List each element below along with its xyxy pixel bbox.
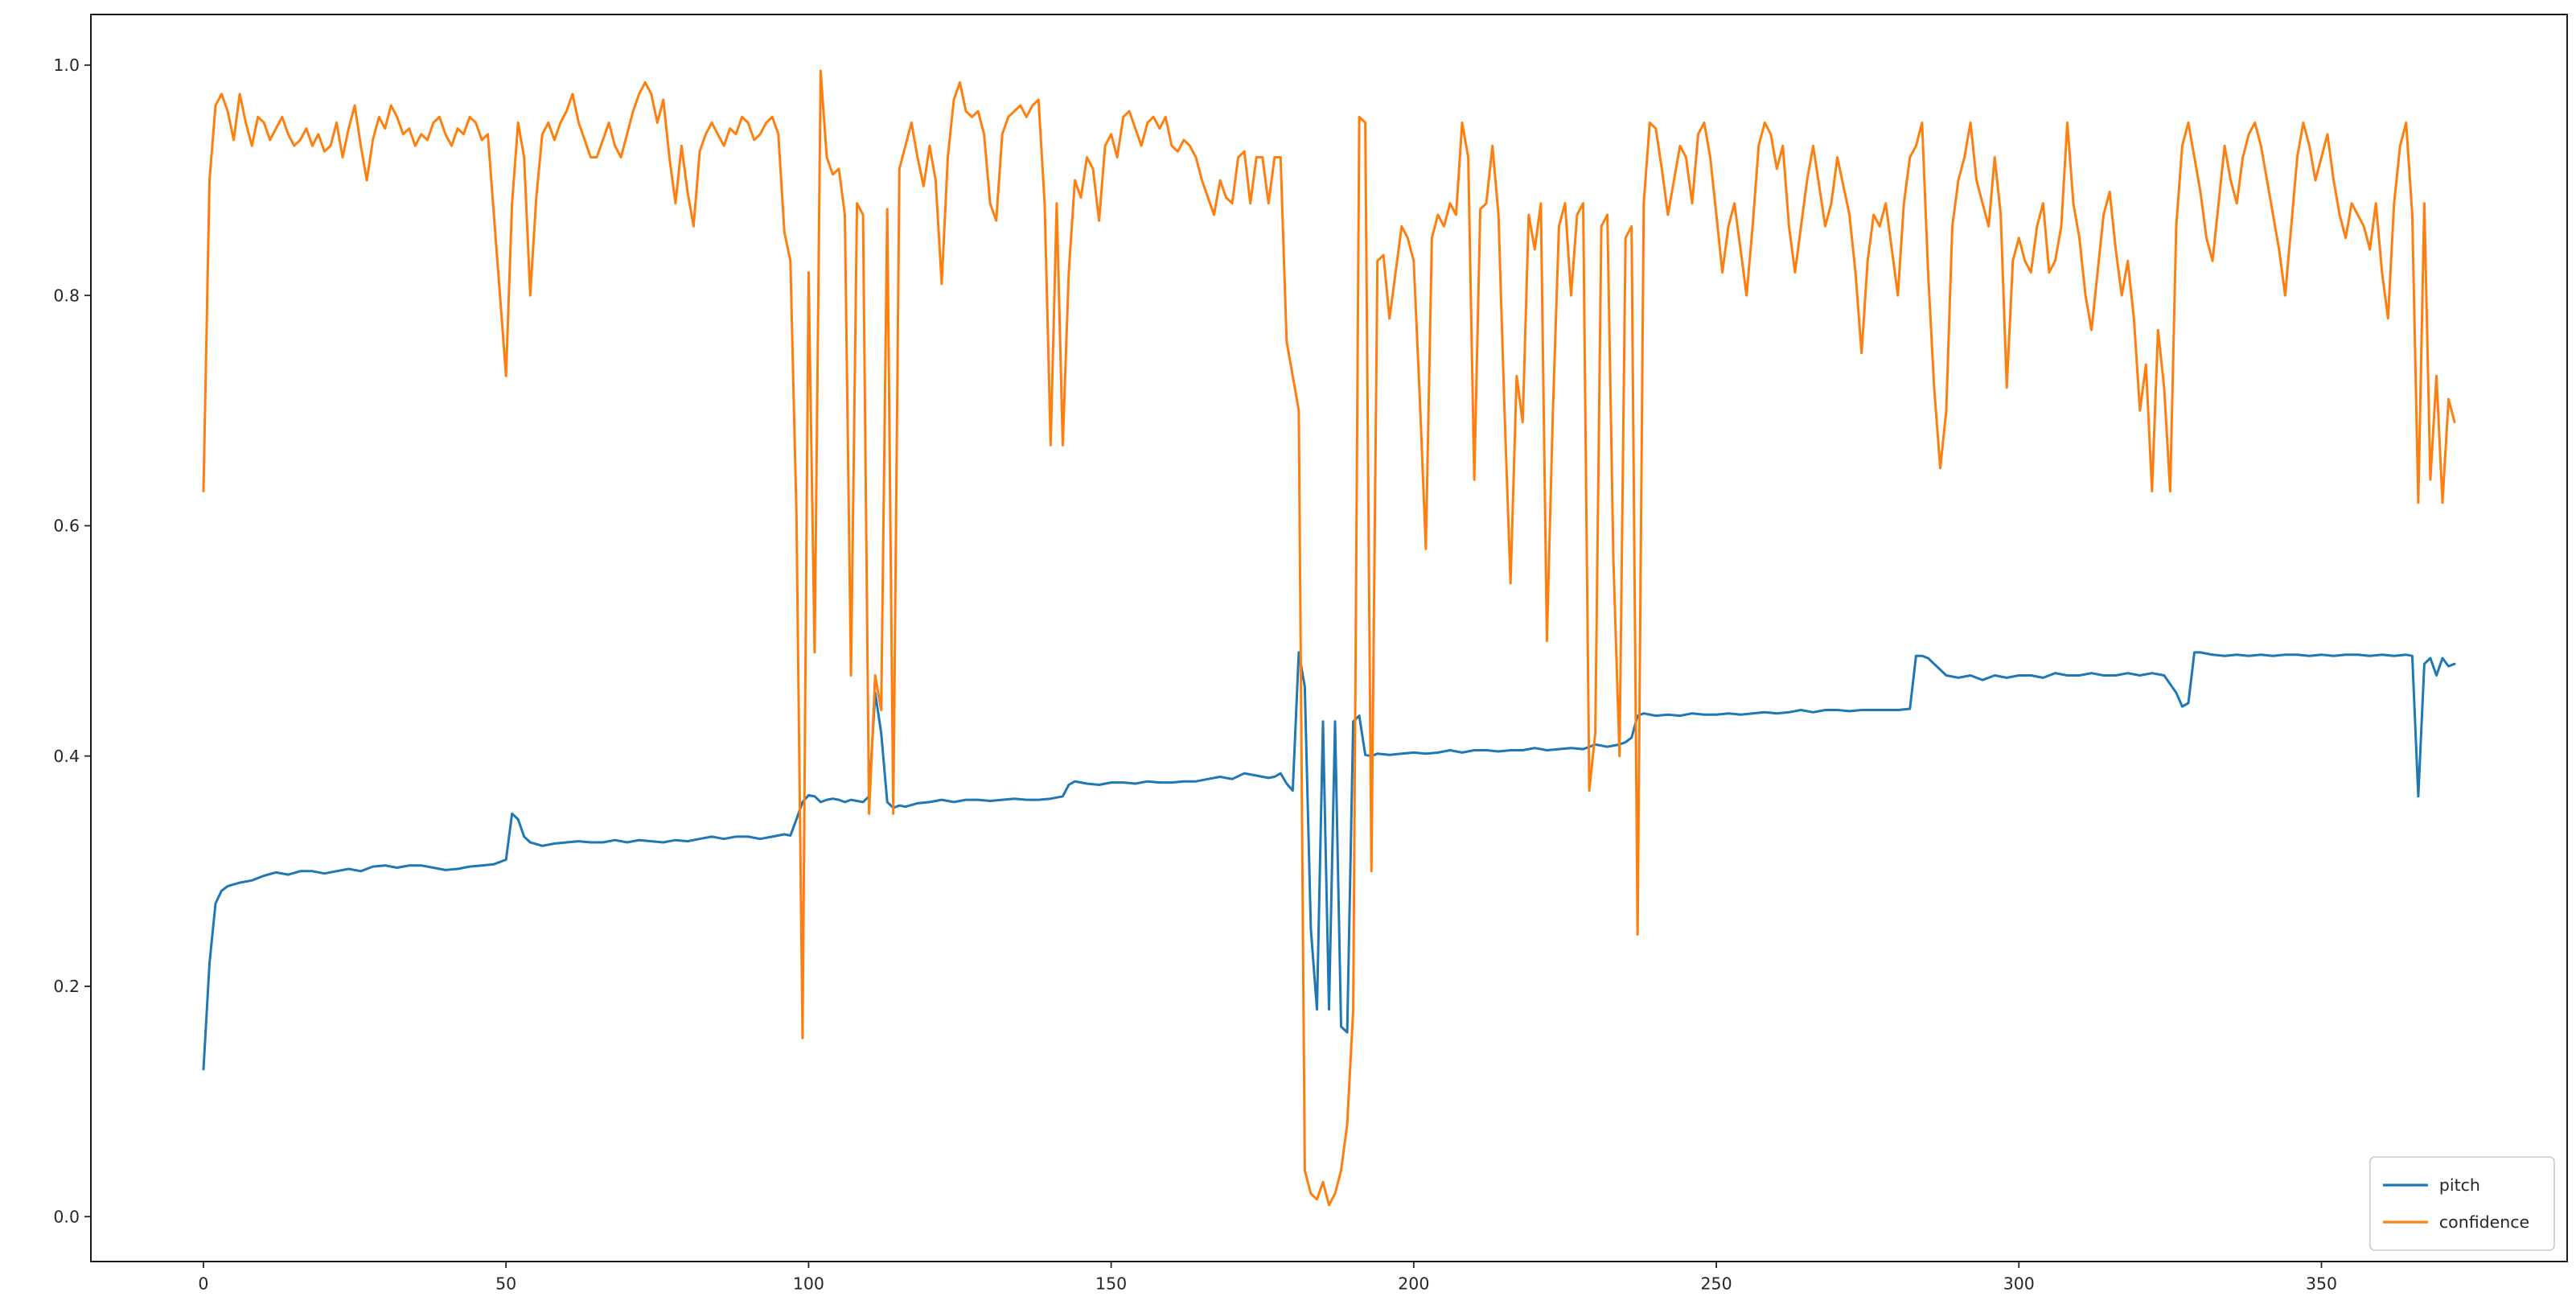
x-axis-tick-label: 350	[2306, 1274, 2337, 1294]
y-axis-tick-label: 0.6	[53, 517, 80, 536]
x-axis-tick-label: 50	[495, 1274, 516, 1294]
legend-box	[2369, 1156, 2555, 1251]
y-axis-tick-label: 0.4	[53, 747, 80, 766]
axes-spines	[90, 14, 2568, 1262]
x-axis-tick-label: 200	[1398, 1274, 1429, 1294]
y-axis-tick-label: 1.0	[53, 56, 80, 75]
x-axis-tick-label: 300	[2003, 1274, 2035, 1294]
y-axis-tick-label: 0.0	[53, 1207, 80, 1226]
x-axis-tick-label: 100	[793, 1274, 824, 1294]
legend-label-confidence: confidence	[2439, 1212, 2529, 1232]
legend-label-pitch: pitch	[2439, 1175, 2480, 1195]
x-axis-tick-label: 0	[198, 1274, 208, 1294]
x-axis-tick-label: 250	[1700, 1274, 1732, 1294]
pitch-line	[202, 651, 2456, 1071]
confidence-line	[202, 69, 2456, 1207]
y-axis-tick-label: 0.8	[53, 286, 80, 305]
y-axis-tick-label: 0.2	[53, 977, 80, 996]
x-axis-tick-label: 150	[1095, 1274, 1127, 1294]
